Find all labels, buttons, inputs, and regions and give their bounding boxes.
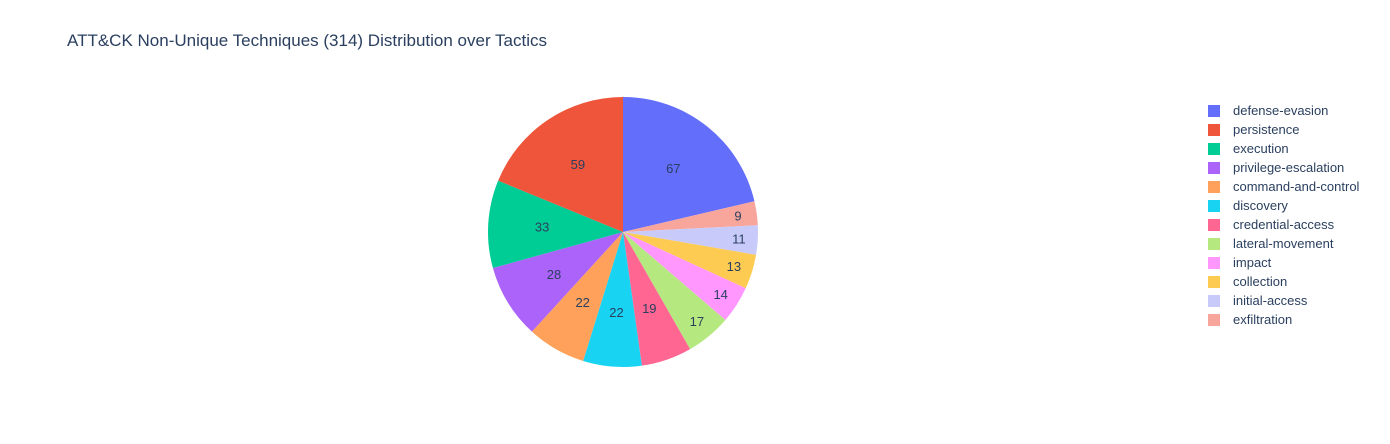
pie-slice-credential-access[interactable]	[623, 232, 691, 366]
legend-label: persistence	[1233, 122, 1300, 137]
slice-value-label: 59	[571, 157, 585, 172]
slice-value-label: 28	[547, 267, 561, 282]
pie-slice-discovery[interactable]	[583, 232, 642, 367]
legend-item-persistence[interactable]: persistence	[1208, 120, 1359, 139]
legend-swatch	[1208, 161, 1220, 174]
pie-slice-persistence[interactable]	[498, 97, 623, 232]
legend-label: initial-access	[1233, 293, 1308, 308]
legend-label: impact	[1233, 255, 1272, 270]
pie-slice-lateral-movement[interactable]	[623, 232, 726, 350]
legend-label: execution	[1233, 141, 1289, 156]
legend-item-lateral-movement[interactable]: lateral-movement	[1208, 234, 1359, 253]
legend-label: collection	[1233, 274, 1288, 289]
slice-value-label: 14	[713, 287, 727, 302]
slice-value-label: 11	[732, 232, 746, 247]
legend-label: privilege-escalation	[1233, 160, 1345, 175]
legend-item-command-and-control[interactable]: command-and-control	[1208, 177, 1359, 196]
legend-item-exfiltration[interactable]: exfiltration	[1208, 310, 1359, 329]
pie-slice-defense-evasion[interactable]	[623, 97, 755, 232]
legend-swatch	[1208, 104, 1220, 117]
legend-label: credential-access	[1233, 217, 1335, 232]
legend-swatch	[1208, 218, 1220, 231]
slice-value-label: 13	[727, 259, 741, 274]
legend-label: lateral-movement	[1233, 236, 1334, 251]
pie-slice-command-and-control[interactable]	[531, 232, 623, 361]
legend-item-collection[interactable]: collection	[1208, 272, 1359, 291]
pie-slice-impact[interactable]	[623, 232, 746, 321]
legend-swatch	[1208, 123, 1220, 136]
pie-slice-privilege-escalation[interactable]	[492, 232, 623, 332]
chart-title: ATT&CK Non-Unique Techniques (314) Distr…	[67, 31, 547, 50]
legend-swatch	[1208, 142, 1220, 155]
slice-value-label: 33	[535, 220, 549, 235]
slice-value-label: 17	[690, 314, 704, 329]
pie-slice-exfiltration[interactable]	[623, 201, 758, 232]
legend-swatch	[1208, 275, 1220, 288]
pie-slice-initial-access[interactable]	[623, 225, 758, 255]
legend-swatch	[1208, 256, 1220, 269]
legend-label: defense-evasion	[1233, 103, 1329, 118]
pie-slice-execution[interactable]	[488, 180, 623, 269]
legend-item-privilege-escalation[interactable]: privilege-escalation	[1208, 158, 1359, 177]
legend-item-impact[interactable]: impact	[1208, 253, 1359, 272]
legend-swatch	[1208, 294, 1220, 307]
legend-swatch	[1208, 237, 1220, 250]
legend-item-credential-access[interactable]: credential-access	[1208, 215, 1359, 234]
slice-value-label: 67	[666, 161, 680, 176]
slice-value-label: 22	[609, 305, 623, 320]
legend-label: discovery	[1233, 198, 1288, 213]
pie-slice-collection[interactable]	[623, 232, 757, 289]
legend: defense-evasion persistence execution privi…	[1208, 101, 1359, 329]
slice-value-label: 9	[734, 208, 741, 223]
legend-swatch	[1208, 199, 1220, 212]
legend-swatch	[1208, 180, 1220, 193]
legend-item-execution[interactable]: execution	[1208, 139, 1359, 158]
legend-item-initial-access[interactable]: initial-access	[1208, 291, 1359, 310]
slice-value-label: 19	[642, 301, 656, 316]
legend-item-defense-evasion[interactable]: defense-evasion	[1208, 101, 1359, 120]
legend-swatch	[1208, 313, 1220, 326]
legend-label: command-and-control	[1233, 179, 1360, 194]
slice-value-label: 22	[575, 295, 589, 310]
legend-item-discovery[interactable]: discovery	[1208, 196, 1359, 215]
legend-label: exfiltration	[1233, 312, 1293, 327]
